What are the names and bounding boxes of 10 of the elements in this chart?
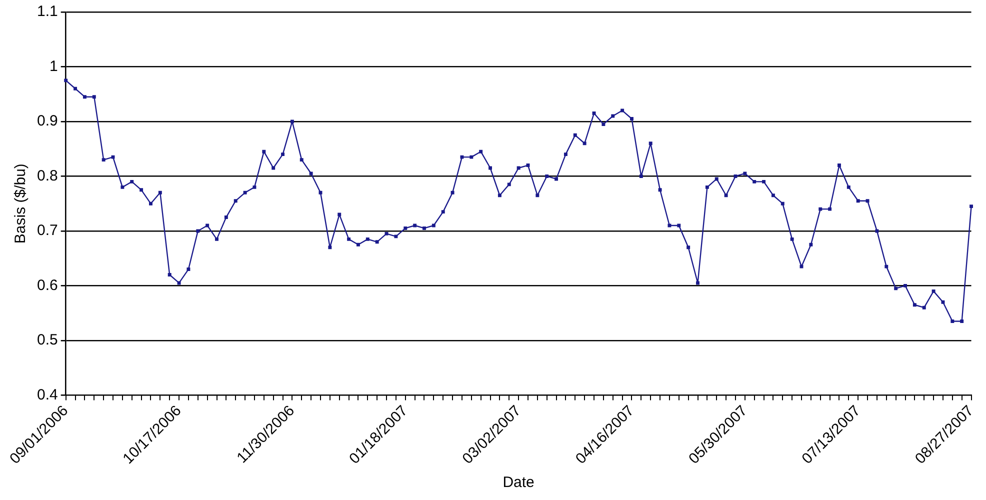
y-tick-label: 0.4 bbox=[36, 386, 58, 404]
y-tick-label: 0.5 bbox=[36, 332, 58, 349]
y-tick-label: 1.1 bbox=[36, 3, 58, 20]
y-tick-label: 0.8 bbox=[36, 167, 58, 184]
x-axis-title: Date bbox=[502, 474, 534, 492]
y-tick-label: 0.9 bbox=[36, 112, 58, 130]
y-axis-title: Basis ($/bu) bbox=[12, 164, 30, 244]
y-tick-label: 0.7 bbox=[36, 222, 58, 240]
y-tick-label: 1 bbox=[50, 58, 58, 75]
y-tick-label: 0.6 bbox=[36, 276, 58, 294]
